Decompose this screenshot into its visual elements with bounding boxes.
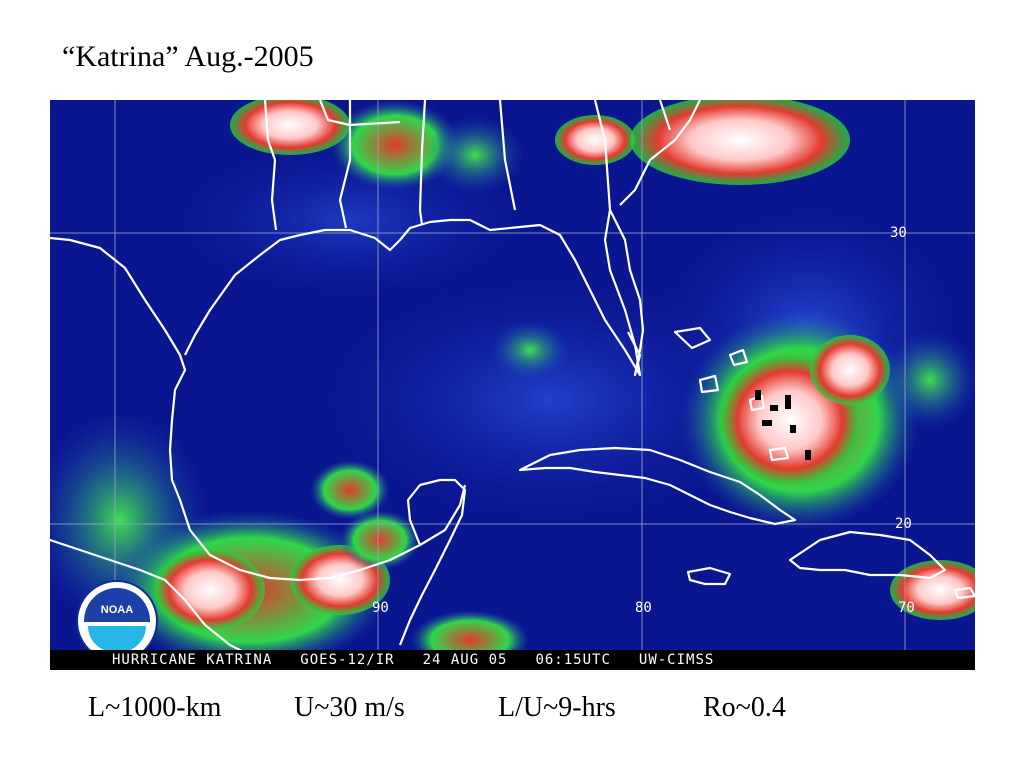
- slide-title: “Katrina” Aug.-2005: [62, 40, 314, 73]
- stat-rossby: Ro~0.4: [703, 692, 786, 723]
- cloud-hot-atlantic-band: [630, 100, 850, 185]
- cloud-hot-mexico: [155, 550, 265, 630]
- cloud-mid-bay: [310, 460, 390, 520]
- caption-date: 24 AUG 05: [422, 652, 508, 668]
- caption-source: UW-CIMSS: [638, 652, 715, 668]
- image-caption-bar: HURRICANE KATRINA GOES-12/IR 24 AUG 05 0…: [50, 650, 975, 670]
- stat-length-scale: L~1000-km: [88, 692, 222, 723]
- ir-satellite-map: [50, 100, 975, 670]
- cloud-hot-east: [890, 560, 975, 620]
- cloud-hot-north: [230, 100, 350, 155]
- cloud-mid-north: [330, 100, 460, 190]
- hurricane-band: [810, 335, 890, 405]
- lon-label-90: 90: [372, 600, 389, 616]
- cloud-low-north: [425, 115, 525, 195]
- satellite-image: 30 20 90 80 70 NOAA HURRICANE KATRINA GO…: [50, 100, 975, 670]
- noaa-logo-wave: [88, 626, 146, 652]
- lat-label-20: 20: [895, 516, 912, 532]
- caption-storm-name: HURRICANE KATRINA: [112, 652, 273, 668]
- cloud-hot-north-east: [555, 115, 635, 165]
- stat-velocity: U~30 m/s: [294, 692, 405, 723]
- hurricane-eye-detail: [755, 390, 811, 460]
- stat-time-scale: L/U~9-hrs: [498, 692, 616, 723]
- caption-time: 06:15UTC: [535, 652, 611, 668]
- noaa-logo-text: NOAA: [100, 604, 134, 616]
- caption-satellite: GOES-12/IR: [300, 652, 395, 668]
- cloud-low-east: [880, 330, 975, 430]
- lon-label-70: 70: [898, 600, 915, 616]
- coastlines: [50, 100, 975, 661]
- lon-label-80: 80: [635, 600, 652, 616]
- lat-label-30: 30: [890, 225, 907, 241]
- cloud-low-gulf: [490, 320, 570, 380]
- noaa-logo-top: NOAA: [84, 588, 150, 622]
